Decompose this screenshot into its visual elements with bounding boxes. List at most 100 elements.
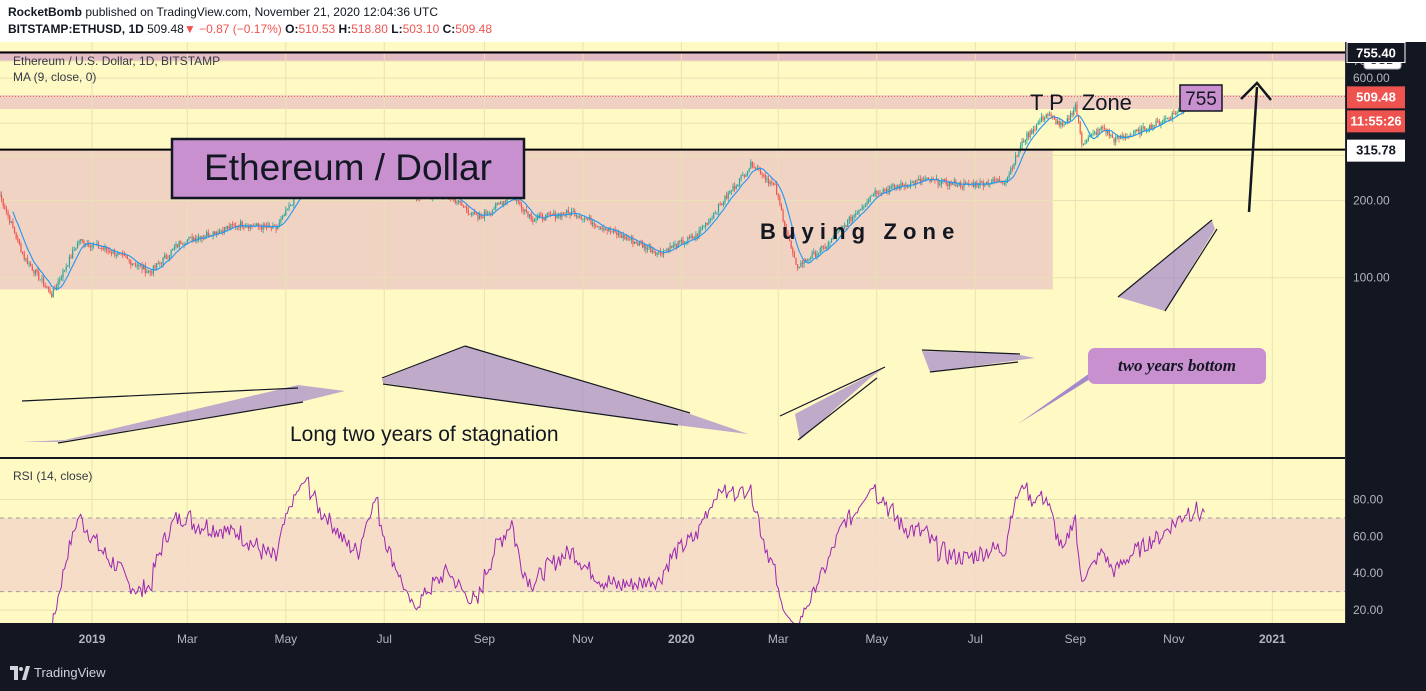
candle-body [217,231,219,234]
candle-body [701,227,703,230]
candle-body [1036,124,1038,130]
candle-body [1168,117,1170,119]
candle-body [1094,132,1096,134]
candle-body [826,247,828,250]
ma-line [12,99,1205,290]
tradingview-brand[interactable]: TradingView [34,665,106,680]
candle-body [12,221,14,228]
candle-body [575,215,578,217]
candle-body [1069,113,1072,121]
candle-body [178,241,180,247]
candle-body [614,229,616,233]
candle-body [114,250,116,256]
candle-body [462,205,465,207]
candle-body [91,245,93,248]
publish-info: published on TradingView.com, November 2… [85,5,439,19]
candle-body [1003,182,1005,184]
candle-body [1100,126,1102,130]
candle-body [632,238,634,244]
author-name[interactable]: RocketBomb [8,5,83,19]
candle-body [910,182,912,187]
tp-target-text: 755 [1185,89,1217,110]
candle-body [17,238,19,239]
candle-body [188,237,190,240]
candle-body [842,226,844,228]
candle-body [1158,121,1160,125]
time-axis[interactable]: 2019 Mar May Jul Sep Nov 2020 Mar May Jul Sep Nov 20… [79,632,1286,646]
candle-body [52,288,54,297]
candle-body [746,171,749,175]
candle-body [62,270,64,278]
candle-body [805,259,807,262]
candle-body [1155,120,1157,126]
candle-body [705,222,707,227]
ohlc-line: BITSTAMP:ETHUSD, 1D 509.48▼ −0.87 (−0.17… [8,22,492,36]
candle-body [1121,135,1123,138]
candle-body [785,226,787,232]
candle-body [1137,129,1139,131]
candle-body [642,243,644,248]
candle-body [579,216,581,218]
tradingview-logo-icon[interactable] [10,666,30,680]
candle-body [934,179,936,181]
chart-area[interactable]: Ethereum / Dollar T P Zone 755 B u y i n… [0,42,1426,655]
candle-body [83,240,85,245]
candle-body [270,226,272,229]
candle-body [1157,120,1159,122]
candle-body [929,179,931,182]
candle-body [164,255,166,258]
candle-body [218,230,221,234]
time-tick: 2020 [668,632,695,646]
candle-body [67,265,69,267]
high-value: 518.80 [351,22,388,36]
candle-body [520,204,523,209]
candle-body [204,235,206,237]
candle-body [952,182,954,185]
candle-body [1026,132,1028,141]
candle-body [180,241,182,245]
candle-body [651,250,653,253]
candle-body [1027,132,1030,138]
candle-body [1111,134,1114,138]
rising-wedge-1 [795,367,885,440]
candle-body [20,243,22,252]
rsi-axis[interactable]: 80.00 60.00 40.00 20.00 [1353,493,1383,618]
candle-body [2,198,4,206]
candle-body [146,271,148,273]
candle-body [1077,115,1080,122]
candle-body [1126,135,1128,138]
candle-body [937,178,939,186]
candle-body [612,229,615,232]
candle-body [175,244,177,248]
publish-header: RocketBomb published on TradingView.com,… [0,0,1426,42]
candle-body [9,215,11,223]
candle-body [966,182,968,184]
rsi-legend: RSI (14, close) [13,469,92,483]
candle-body [640,242,642,244]
candle-body [160,262,163,264]
candle-body [264,224,266,227]
candle-body [76,242,79,249]
candle-body [290,205,292,207]
candle-body [165,255,167,258]
candle-body [861,207,863,209]
candle-body [1113,137,1115,143]
candle-body [131,263,134,265]
candle-body [700,229,702,231]
candle-body [72,250,74,258]
candle-body [856,213,858,215]
candle-body [714,212,716,214]
candle-body [583,217,586,219]
candle-body [75,248,77,251]
candle-body [1018,151,1020,156]
time-tick: Mar [177,632,198,646]
candle-body [162,257,164,264]
candle-body [1098,128,1101,130]
candle-body [624,235,626,240]
candle-body [280,219,282,223]
candle-body [482,216,484,219]
candle-body [265,226,268,228]
candle-body [895,186,897,188]
candle-body [493,208,495,210]
close-label: C: [442,22,456,36]
